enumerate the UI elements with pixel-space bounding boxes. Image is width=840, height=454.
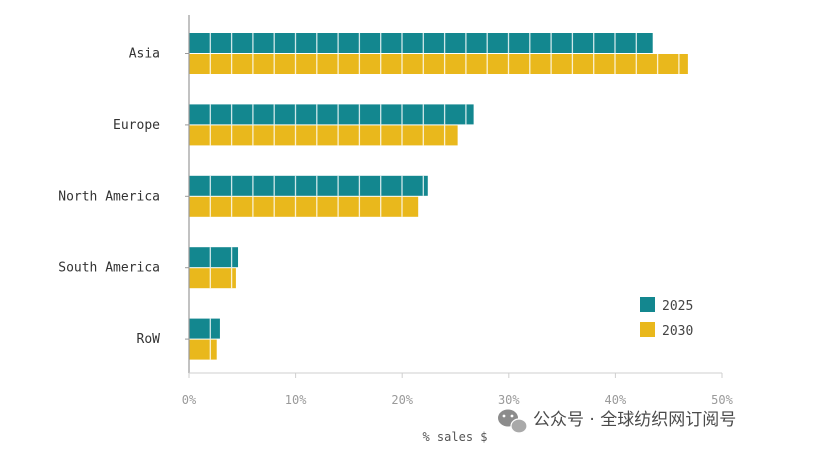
bar-north-america-2030: [189, 196, 419, 217]
x-axis-title: % sales $: [422, 430, 487, 444]
legend-swatch-2025: [640, 297, 655, 312]
category-label-south-america: South America: [58, 261, 160, 276]
x-tick-label-0: 0%: [182, 393, 197, 407]
legend-label-2025: 2025: [662, 299, 693, 314]
watermark-text: 公众号 · 全球纺织网订阅号: [533, 410, 736, 430]
bar-south-america-2030: [189, 268, 236, 289]
x-tick-label-1: 10%: [285, 393, 307, 407]
legend-label-2030: 2030: [662, 324, 693, 339]
bar-row-2030: [189, 339, 217, 360]
bar-south-america-2025: [189, 247, 239, 268]
x-axis-ticks: [188, 373, 723, 378]
category-label-north-america: North America: [58, 189, 160, 204]
bar-europe-2025: [189, 104, 474, 125]
legend: 2025 2030: [640, 297, 693, 339]
category-label-row: RoW: [137, 332, 161, 347]
y-axis-ticks: [185, 53, 189, 340]
bar-row-2025: [189, 318, 220, 339]
category-label-europe: Europe: [113, 118, 160, 133]
category-label-asia: Asia: [129, 47, 160, 62]
watermark: 公众号 · 全球纺织网订阅号: [498, 409, 736, 434]
x-tick-label-5: 50%: [711, 393, 733, 407]
category-labels: Asia Europe North America South America RoW: [58, 47, 160, 348]
wechat-icon: [498, 409, 528, 434]
x-tick-labels: 0% 10% 20% 30% 40% 50%: [182, 393, 734, 407]
x-tick-label-3: 30%: [498, 393, 520, 407]
bar-asia-2030: [189, 54, 688, 74]
bar-asia-2025: [189, 33, 653, 53]
bar-north-america-2025: [189, 175, 428, 196]
bars-layer: [189, 33, 688, 360]
bar-europe-2030: [189, 125, 458, 146]
legend-swatch-2030: [640, 322, 655, 337]
x-tick-label-2: 20%: [391, 393, 413, 407]
x-tick-label-4: 40%: [605, 393, 627, 407]
